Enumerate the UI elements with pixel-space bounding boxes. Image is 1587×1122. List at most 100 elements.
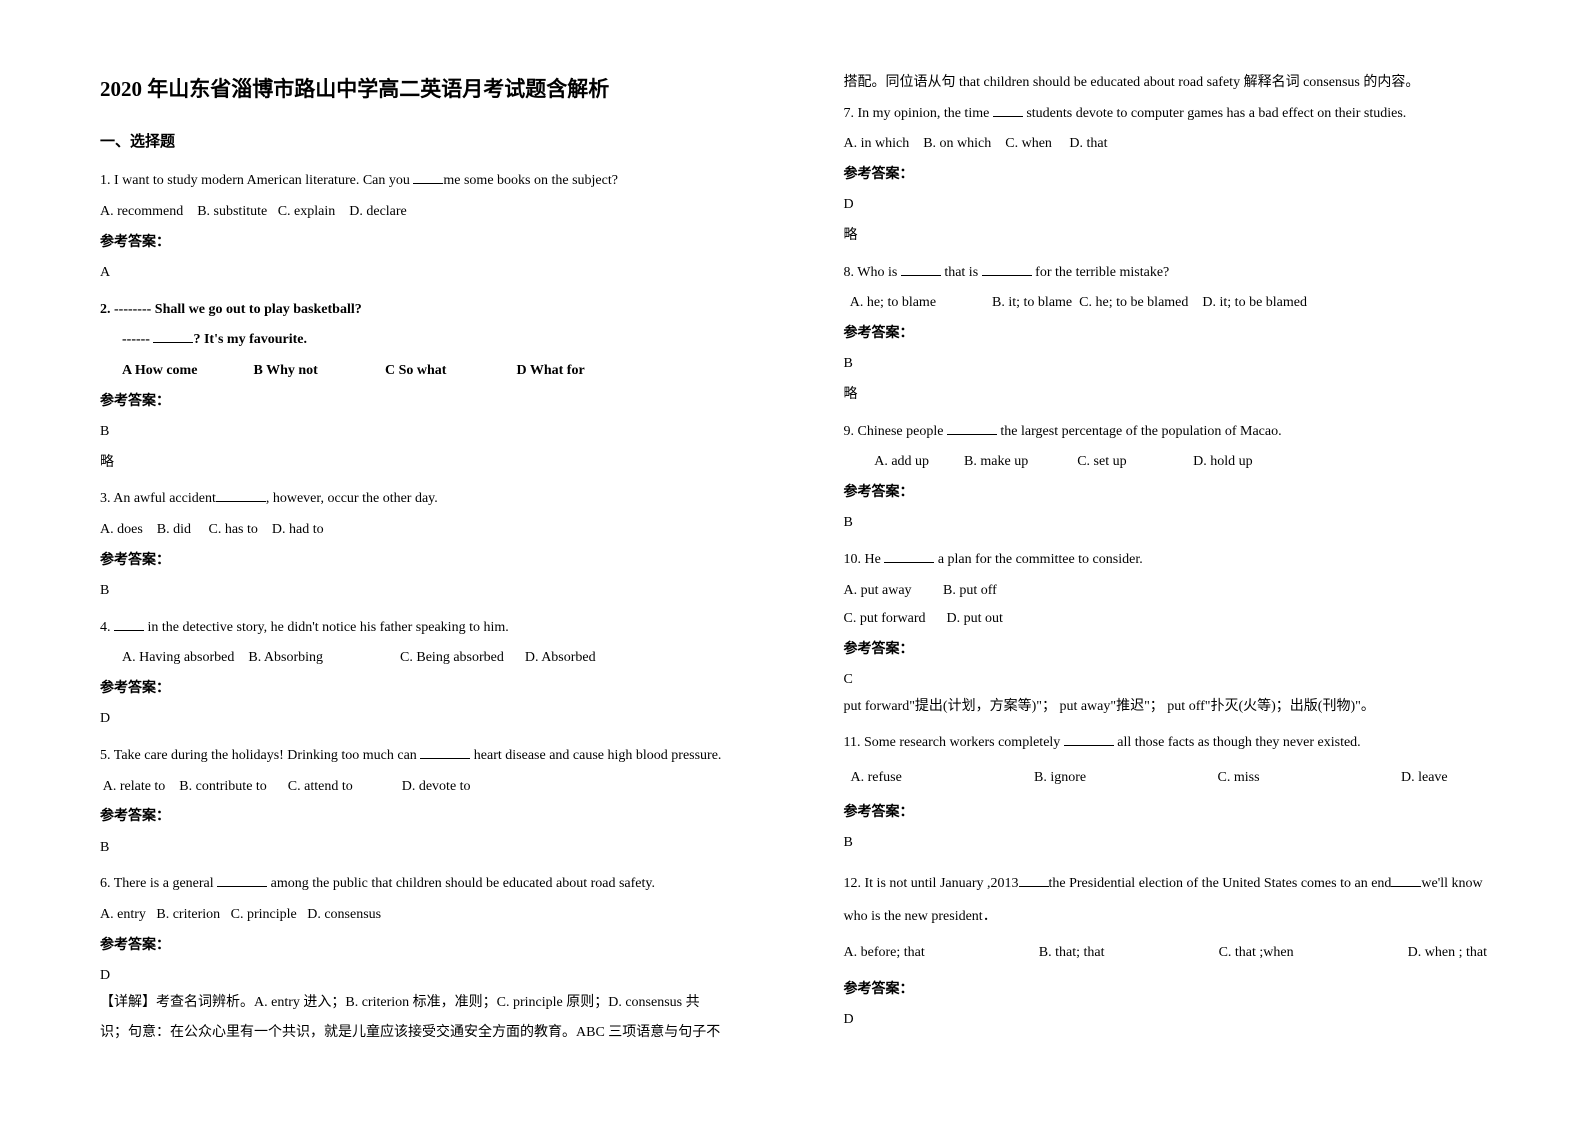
q11-optB: B. ignore <box>1034 765 1214 792</box>
answer-label: 参考答案： <box>844 977 1488 1004</box>
q3-a: 3. An awful accident <box>100 491 216 506</box>
q5-options: A. relate to B. contribute to C. attend … <box>100 774 744 801</box>
q2-optB: B Why not <box>254 358 382 385</box>
q11-stem: 11. Some research workers completely all… <box>844 730 1488 757</box>
q4-options: A. Having absorbed B. Absorbing C. Being… <box>100 645 744 672</box>
q8-略: 略 <box>844 382 1488 409</box>
question-8: 8. Who is that is for the terrible mista… <box>844 260 1488 409</box>
section-1-header: 一、选择题 <box>100 128 744 157</box>
answer-label: 参考答案： <box>844 800 1488 827</box>
q8-c: for the terrible mistake? <box>1032 265 1170 280</box>
answer-label: 参考答案： <box>100 804 744 831</box>
answer-label: 参考答案： <box>100 676 744 703</box>
q7-options: A. in which B. on which C. when D. that <box>844 131 1488 158</box>
answer-label: 参考答案： <box>844 162 1488 189</box>
q11-optD: D. leave <box>1401 765 1448 792</box>
q7-a: 7. In my opinion, the time <box>844 106 993 121</box>
q2-answer: B <box>100 419 744 446</box>
question-9: 9. Chinese people the largest percentage… <box>844 419 1488 537</box>
q2-optD: D What for <box>517 358 585 385</box>
q11-a: 11. Some research workers completely <box>844 735 1064 750</box>
q8-options: A. he; to blame B. it; to blame C. he; t… <box>844 290 1488 317</box>
q6-exp1: 考查名词辨析。A. entry 进入；B. criterion 标准，准则；C.… <box>156 995 700 1010</box>
q9-stem: 9. Chinese people the largest percentage… <box>844 419 1488 446</box>
q1-stem: 1. I want to study modern American liter… <box>100 168 744 195</box>
q1-stem-c: me some books on the subject? <box>443 173 618 188</box>
left-column: 2020 年山东省淄博市路山中学高二英语月考试题含解析 一、选择题 1. I w… <box>50 70 794 1092</box>
q10-opt1: A. put away B. put off <box>844 578 1488 605</box>
q11-options: A. refuse B. ignore C. miss D. leave <box>844 765 1488 792</box>
q1-answer: A <box>100 260 744 287</box>
q5-a: 5. Take care during the holidays! Drinki… <box>100 748 420 763</box>
q3-options: A. does B. did C. has to D. had to <box>100 517 744 544</box>
question-2: 2. -------- Shall we go out to play bask… <box>100 297 744 477</box>
question-10: 10. He a plan for the committee to consi… <box>844 547 1488 721</box>
blank <box>217 886 267 887</box>
page-title: 2020 年山东省淄博市路山中学高二英语月考试题含解析 <box>100 70 744 110</box>
question-1: 1. I want to study modern American liter… <box>100 168 744 286</box>
q6-explain: 【详解】考查名词辨析。A. entry 进入；B. criterion 标准，准… <box>100 990 744 1017</box>
answer-label: 参考答案： <box>100 389 744 416</box>
q6-stem: 6. There is a general among the public t… <box>100 871 744 898</box>
q2-l2a: ------ <box>122 332 153 347</box>
q12-stem: 12. It is not until January ,2013the Pre… <box>844 867 1488 934</box>
q4-b: in the detective story, he didn't notice… <box>144 620 509 635</box>
question-5: 5. Take care during the holidays! Drinki… <box>100 743 744 861</box>
answer-label: 参考答案： <box>100 230 744 257</box>
q8-stem: 8. Who is that is for the terrible mista… <box>844 260 1488 287</box>
q9-b: the largest percentage of the population… <box>997 424 1282 439</box>
q2-line2: ------ ? It's my favourite. <box>100 327 744 354</box>
q3-answer: B <box>100 578 744 605</box>
q6-exp2: 识；句意：在公众心里有一个共识，就是儿童应该接受交通安全方面的教育。ABC 三项… <box>100 1020 744 1047</box>
blank <box>1391 886 1421 887</box>
blank <box>153 342 193 343</box>
q11-optC: C. miss <box>1218 765 1398 792</box>
q2-略: 略 <box>100 450 744 477</box>
q8-answer: B <box>844 351 1488 378</box>
q4-answer: D <box>100 706 744 733</box>
q4-stem: 4. in the detective story, he didn't not… <box>100 615 744 642</box>
blank <box>216 501 266 502</box>
q1-options: A. recommend B. substitute C. explain D.… <box>100 199 744 226</box>
blank <box>884 562 934 563</box>
answer-label: 参考答案： <box>844 480 1488 507</box>
q11-answer: B <box>844 830 1488 857</box>
q6-answer: D <box>100 963 744 990</box>
q10-stem: 10. He a plan for the committee to consi… <box>844 547 1488 574</box>
question-12: 12. It is not until January ,2013the Pre… <box>844 867 1488 1034</box>
blank <box>947 434 997 435</box>
q11-b: all those facts as though they never exi… <box>1114 735 1361 750</box>
question-4: 4. in the detective story, he didn't not… <box>100 615 744 733</box>
q7-stem: 7. In my opinion, the time students devo… <box>844 101 1488 128</box>
q2-options: A How come B Why not C So what D What fo… <box>100 358 744 385</box>
blank <box>993 116 1023 117</box>
answer-label: 参考答案： <box>844 321 1488 348</box>
q4-a: 4. <box>100 620 114 635</box>
question-3: 3. An awful accident , however, occur the… <box>100 486 744 604</box>
explain-label: 【详解】 <box>100 995 156 1010</box>
q10-opt2: C. put forward D. put out <box>844 606 1488 633</box>
q11-optA: A. refuse <box>851 765 1031 792</box>
q2-l2b: ? It's my favourite. <box>193 332 307 347</box>
blank <box>901 275 941 276</box>
blank <box>413 183 443 184</box>
q5-b: heart disease and cause high blood press… <box>470 748 721 763</box>
answer-label: 参考答案： <box>100 933 744 960</box>
q5-stem: 5. Take care during the holidays! Drinki… <box>100 743 744 770</box>
q12-answer: D <box>844 1007 1488 1034</box>
q8-a: 8. Who is <box>844 265 901 280</box>
blank <box>420 758 470 759</box>
q2-optA: A How come <box>122 358 250 385</box>
answer-label: 参考答案： <box>100 548 744 575</box>
q2-line1: 2. -------- Shall we go out to play bask… <box>100 297 744 324</box>
blank <box>114 630 144 631</box>
blank <box>1019 886 1049 887</box>
q2-optC: C So what <box>385 358 513 385</box>
q3-b: , however, occur the other day. <box>266 491 438 506</box>
q6-continued: 搭配。同位语从句 that children should be educate… <box>844 70 1488 97</box>
q7-b: students devote to computer games has a … <box>1023 106 1406 121</box>
q10-answer: C <box>844 667 1488 694</box>
q12-optB: B. that; that <box>1039 940 1105 967</box>
question-7: 7. In my opinion, the time students devo… <box>844 101 1488 250</box>
right-column: 搭配。同位语从句 that children should be educate… <box>794 70 1538 1092</box>
